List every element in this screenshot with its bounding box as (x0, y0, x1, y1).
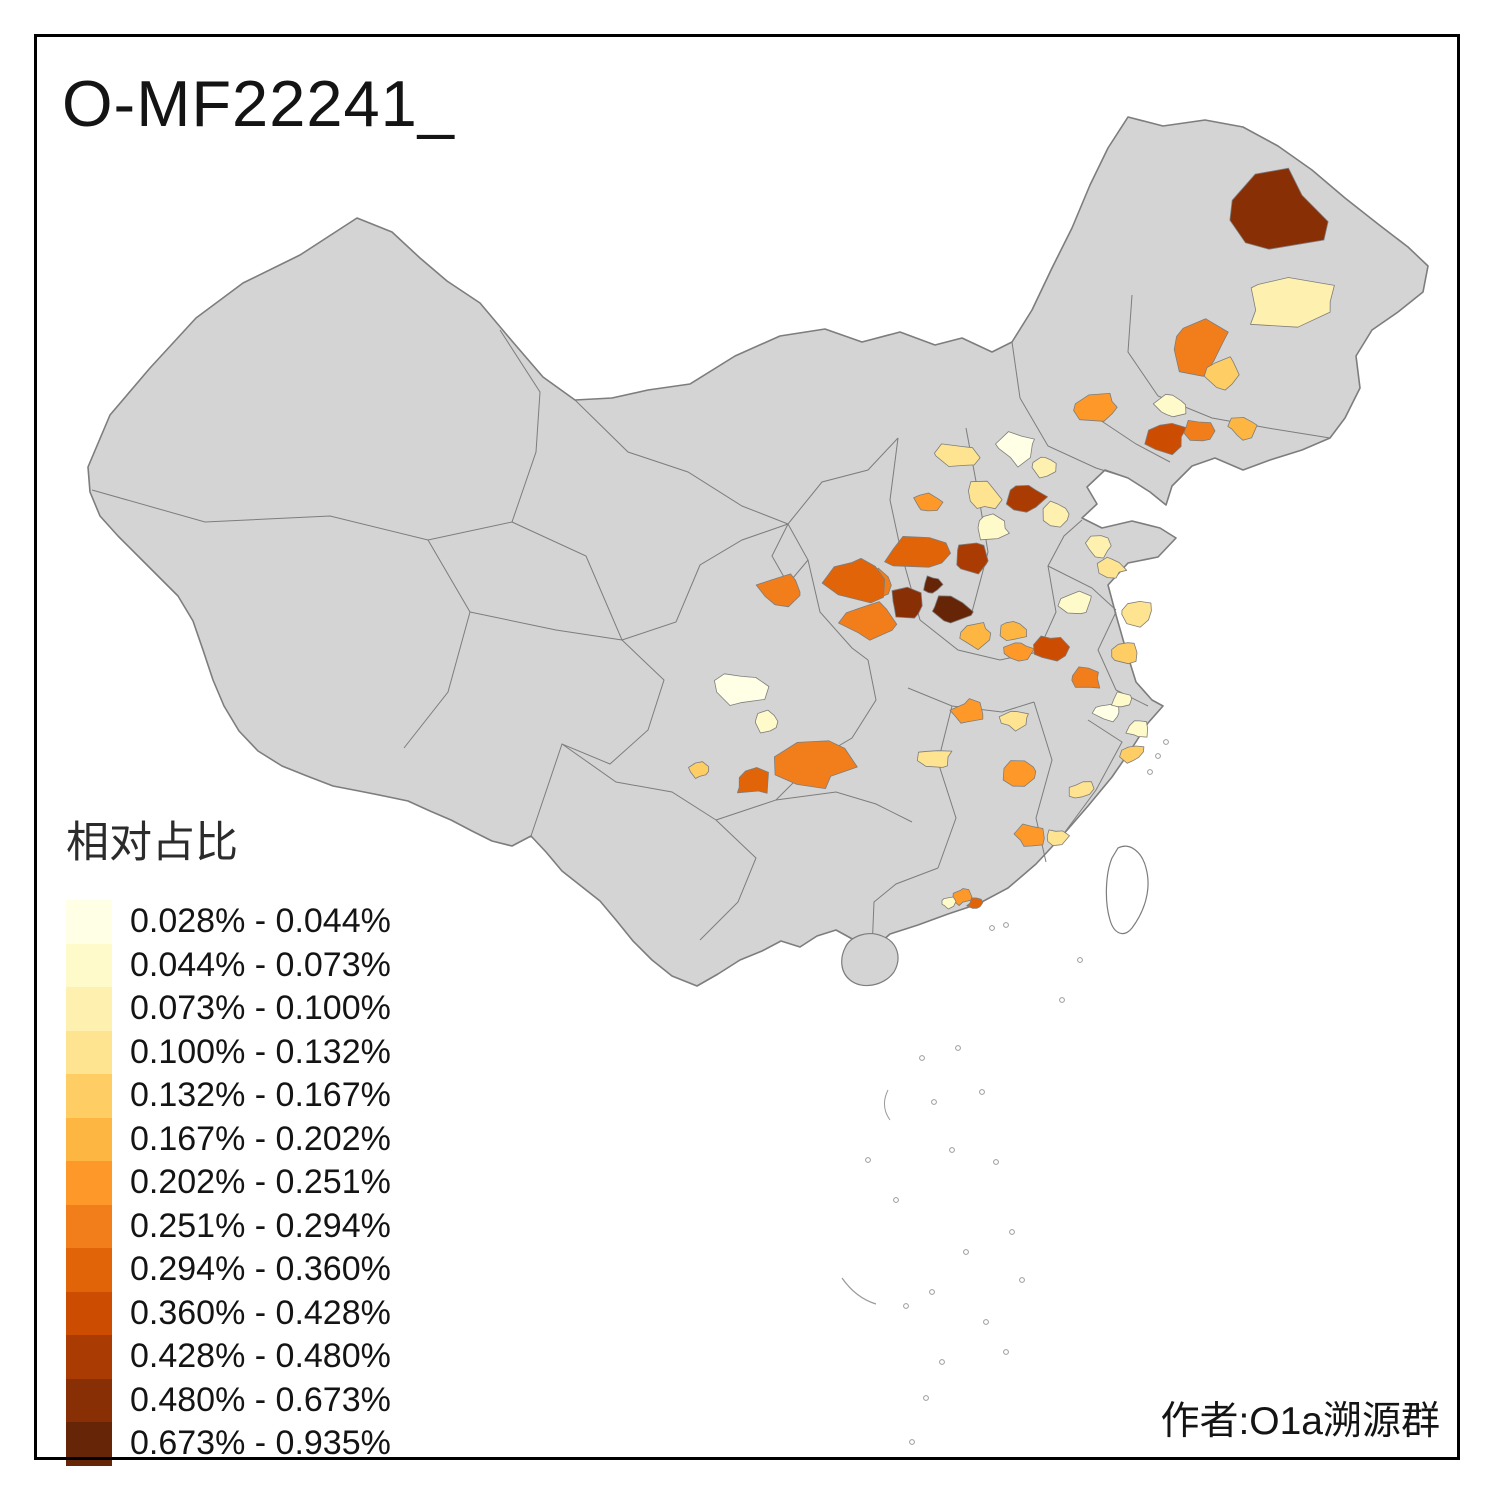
legend-label: 0.167% - 0.202% (130, 1119, 391, 1158)
legend-item: 0.202% - 0.251% (66, 1161, 391, 1205)
legend-item: 0.294% - 0.360% (66, 1248, 391, 1292)
legend-label: 0.044% - 0.073% (130, 945, 391, 984)
legend-item: 0.073% - 0.100% (66, 987, 391, 1031)
legend: 相对占比 0.028% - 0.044% 0.044% - 0.073% 0.073… (66, 808, 391, 1466)
legend-swatch (66, 1204, 112, 1248)
legend-swatch (66, 1161, 112, 1205)
legend-item: 0.028% - 0.044% (66, 900, 391, 944)
legend-item: 0.100% - 0.132% (66, 1030, 391, 1074)
legend-item: 0.428% - 0.480% (66, 1335, 391, 1379)
legend-item: 0.044% - 0.073% (66, 943, 391, 987)
legend-label: 0.028% - 0.044% (130, 902, 391, 941)
legend-swatch (66, 987, 112, 1031)
legend-items: 0.028% - 0.044% 0.044% - 0.073% 0.073% - 0… (66, 900, 391, 1466)
attribution-text: 作者:O1a溯源群 (1160, 1400, 1440, 1443)
legend-label: 0.073% - 0.100% (130, 989, 391, 1028)
legend-swatch (66, 900, 112, 944)
legend-label: 0.480% - 0.673% (130, 1380, 391, 1419)
legend-swatch (66, 1335, 112, 1379)
legend-item: 0.480% - 0.673% (66, 1378, 391, 1422)
legend-swatch (66, 943, 112, 987)
legend-label: 0.428% - 0.480% (130, 1337, 391, 1376)
plot-title: O-MF22241_ (62, 67, 455, 140)
legend-label: 0.100% - 0.132% (130, 1032, 391, 1071)
legend-swatch (66, 1291, 112, 1335)
legend-item: 0.251% - 0.294% (66, 1204, 391, 1248)
legend-item: 0.132% - 0.167% (66, 1074, 391, 1118)
legend-swatch (66, 1378, 112, 1422)
legend-swatch (66, 1248, 112, 1292)
legend-swatch (66, 1030, 112, 1074)
legend-label: 0.360% - 0.428% (130, 1293, 391, 1332)
legend-item: 0.167% - 0.202% (66, 1117, 391, 1161)
legend-label: 0.294% - 0.360% (130, 1250, 391, 1289)
legend-label: 0.673% - 0.935% (130, 1424, 391, 1463)
legend-item: 0.360% - 0.428% (66, 1291, 391, 1335)
legend-swatch (66, 1117, 112, 1161)
legend-label: 0.202% - 0.251% (130, 1163, 391, 1202)
legend-swatch (66, 1074, 112, 1118)
legend-title: 相对占比 (66, 819, 238, 867)
legend-label: 0.132% - 0.167% (130, 1076, 391, 1115)
legend-label: 0.251% - 0.294% (130, 1206, 391, 1245)
legend-swatch (66, 1422, 112, 1466)
legend-item: 0.673% - 0.935% (66, 1422, 391, 1466)
